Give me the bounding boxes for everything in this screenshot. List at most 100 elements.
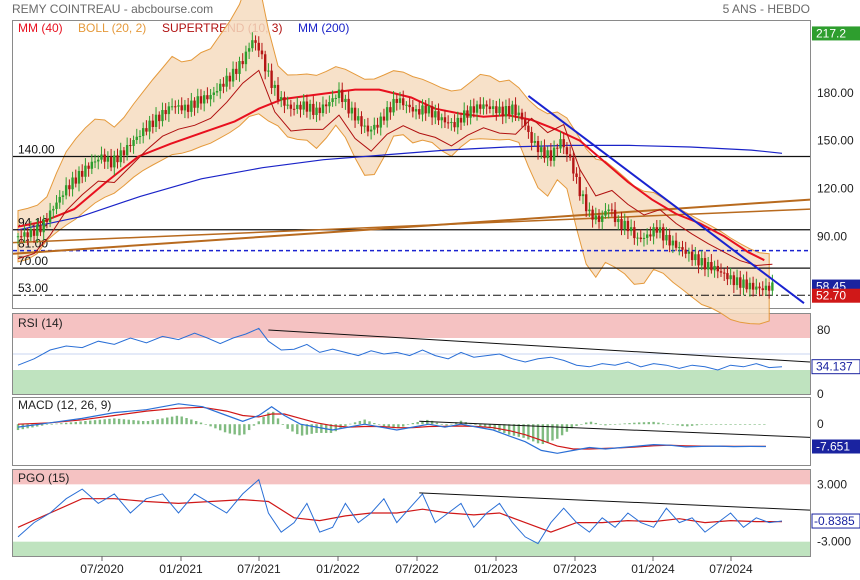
macd-histogram-bar [257, 421, 260, 425]
candle-body [125, 145, 129, 156]
macd-histogram-bar [594, 422, 598, 425]
candle-body [228, 75, 232, 82]
candle-body [703, 258, 707, 270]
candle-body [138, 136, 142, 138]
candle-body [755, 286, 758, 290]
macd-histogram-bar [103, 419, 106, 425]
pgo-line [17, 478, 783, 545]
macd-value-box [812, 439, 860, 454]
candle-body [434, 111, 437, 118]
macd-histogram-bar [132, 420, 135, 425]
candle-body [735, 277, 739, 286]
candle-body [174, 106, 177, 108]
candle-body [318, 107, 321, 114]
x-tick-label-4: 07/2022 [395, 562, 439, 576]
candle-body [167, 106, 171, 115]
trend-line-blue [527, 95, 805, 305]
candle-body [655, 227, 659, 233]
macd-histogram-bar [618, 423, 622, 425]
candle-body [122, 150, 126, 156]
macd-histogram-bar [734, 424, 737, 425]
candle-body [337, 89, 341, 99]
candle-body [613, 209, 617, 223]
macd-histogram-bar [676, 424, 679, 426]
macd-histogram-bar [45, 424, 49, 425]
candle-body [116, 155, 119, 163]
candle-body [324, 104, 328, 107]
candle-body [649, 234, 652, 237]
candle-body [597, 215, 601, 222]
macd-histogram-bar [397, 424, 400, 429]
macd-histogram-bar [382, 424, 386, 427]
candle-body [190, 100, 193, 112]
macd-plot: -7.651 [16, 403, 860, 454]
macd-histogram-bar [642, 422, 646, 425]
macd-value-tag: -7.651 [816, 440, 850, 454]
macd-histogram-bar [575, 424, 578, 426]
candle-body [235, 68, 238, 74]
candle-body [697, 254, 700, 266]
candle-body [321, 104, 325, 114]
candle-body [369, 129, 373, 132]
macd-histogram-bar [204, 424, 207, 425]
candle-body [767, 285, 771, 291]
macd-histogram-bar [199, 422, 203, 425]
mm40-line [17, 88, 765, 262]
candle-body [215, 91, 219, 93]
candle-body [52, 208, 55, 211]
candle-body [607, 209, 610, 212]
candle-body [77, 170, 81, 184]
macd-histogram-bar [623, 423, 626, 425]
macd-histogram-bar [358, 420, 362, 425]
candle-body [482, 104, 485, 109]
candle-body [353, 107, 357, 121]
candle-body [575, 173, 578, 178]
candle-body [328, 101, 331, 107]
candle-body [347, 98, 350, 114]
candle-body [64, 185, 68, 196]
candle-body [742, 279, 745, 288]
macd-histogram-bar [377, 424, 381, 425]
candle-body [148, 120, 151, 132]
macd-histogram-bar [276, 418, 280, 425]
candle-body [283, 97, 286, 106]
candle-body [758, 286, 761, 289]
candle-body [678, 247, 681, 249]
macd-histogram-bar [31, 424, 34, 428]
candle-body [209, 94, 212, 100]
candle-body [302, 101, 305, 110]
price-plot: 140.0094.1081.0070.0053.00217.258.4552.7… [12, 0, 860, 325]
macd-histogram-bar [281, 424, 285, 425]
price-tick-0: 180.00 [817, 86, 854, 100]
macd-histogram-bar [190, 419, 193, 425]
candle-body [241, 61, 244, 65]
candle-body [395, 98, 398, 103]
candle-body [706, 262, 710, 270]
macd-tick-0: 0 [817, 417, 824, 431]
macd-histogram-bar [300, 424, 304, 436]
price-panel [12, 20, 811, 309]
candle-body [565, 147, 569, 155]
candle-body [443, 117, 447, 123]
macd-histogram-bar [98, 419, 102, 425]
candle-body [543, 147, 546, 159]
candle-body [642, 237, 646, 240]
macd-histogram-bar [637, 422, 641, 425]
candle-body [764, 285, 768, 291]
macd-histogram-bar [493, 424, 496, 430]
price-tag-2: 52.70 [816, 289, 846, 303]
pgo-title: PGO (15) [18, 471, 69, 485]
macd-histogram-bar [690, 424, 694, 426]
macd-histogram-bar [483, 424, 487, 428]
macd-histogram-bar [175, 415, 179, 425]
candle-body [231, 68, 235, 82]
macd-histogram-bar [151, 420, 155, 425]
pgo-upper-zone [13, 470, 810, 485]
rsi-trendline [268, 329, 811, 363]
macd-histogram-bar [305, 424, 309, 435]
candle-body [668, 234, 671, 246]
candle-body [219, 83, 222, 92]
macd-histogram-bar [214, 424, 217, 429]
candle-body [594, 215, 598, 220]
macd-histogram-bar [233, 424, 236, 435]
